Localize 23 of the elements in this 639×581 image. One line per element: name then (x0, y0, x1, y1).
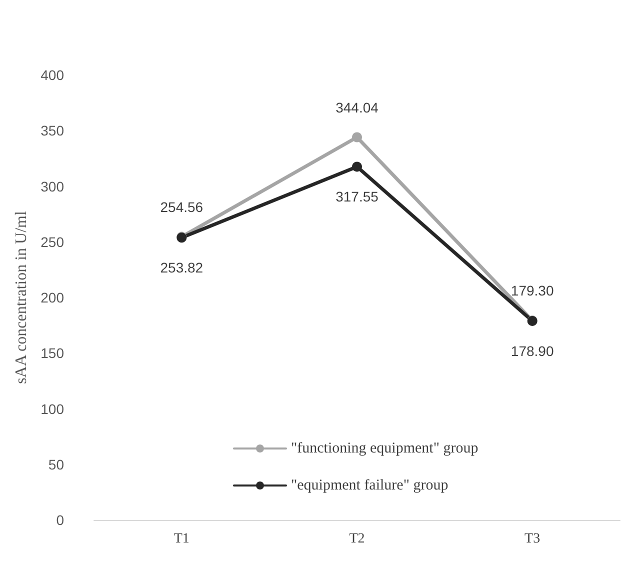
data-label: 179.30 (510, 282, 554, 299)
x-tick-label: T2 (349, 532, 365, 546)
data-label: 253.82 (160, 260, 204, 276)
y-tick-label: 250 (40, 234, 64, 250)
y-tick-label: 150 (40, 345, 64, 362)
y-tick-label: 350 (40, 122, 64, 139)
y-tick-label: 100 (40, 400, 64, 417)
y-tick-label: 300 (40, 178, 64, 194)
y-tick-label: 0 (56, 512, 64, 528)
legend-label: "equipment failure" group (291, 478, 448, 494)
legend-label: "functioning equipment" group (291, 440, 478, 456)
point (352, 162, 362, 172)
y-tick-label: 50 (48, 456, 64, 472)
data-label: 178.90 (510, 342, 554, 359)
x-tick-label: T1 (174, 532, 190, 546)
data-label: 317.55 (336, 188, 379, 205)
y-tick-label: 200 (40, 290, 64, 306)
y-axis-title: sAA concentration in U/ml (13, 210, 30, 384)
x-tick-label: T3 (524, 532, 540, 546)
data-label: 344.04 (336, 99, 379, 116)
point (352, 132, 362, 142)
y-tick-label: 400 (40, 67, 64, 83)
data-label: 254.56 (160, 198, 204, 215)
